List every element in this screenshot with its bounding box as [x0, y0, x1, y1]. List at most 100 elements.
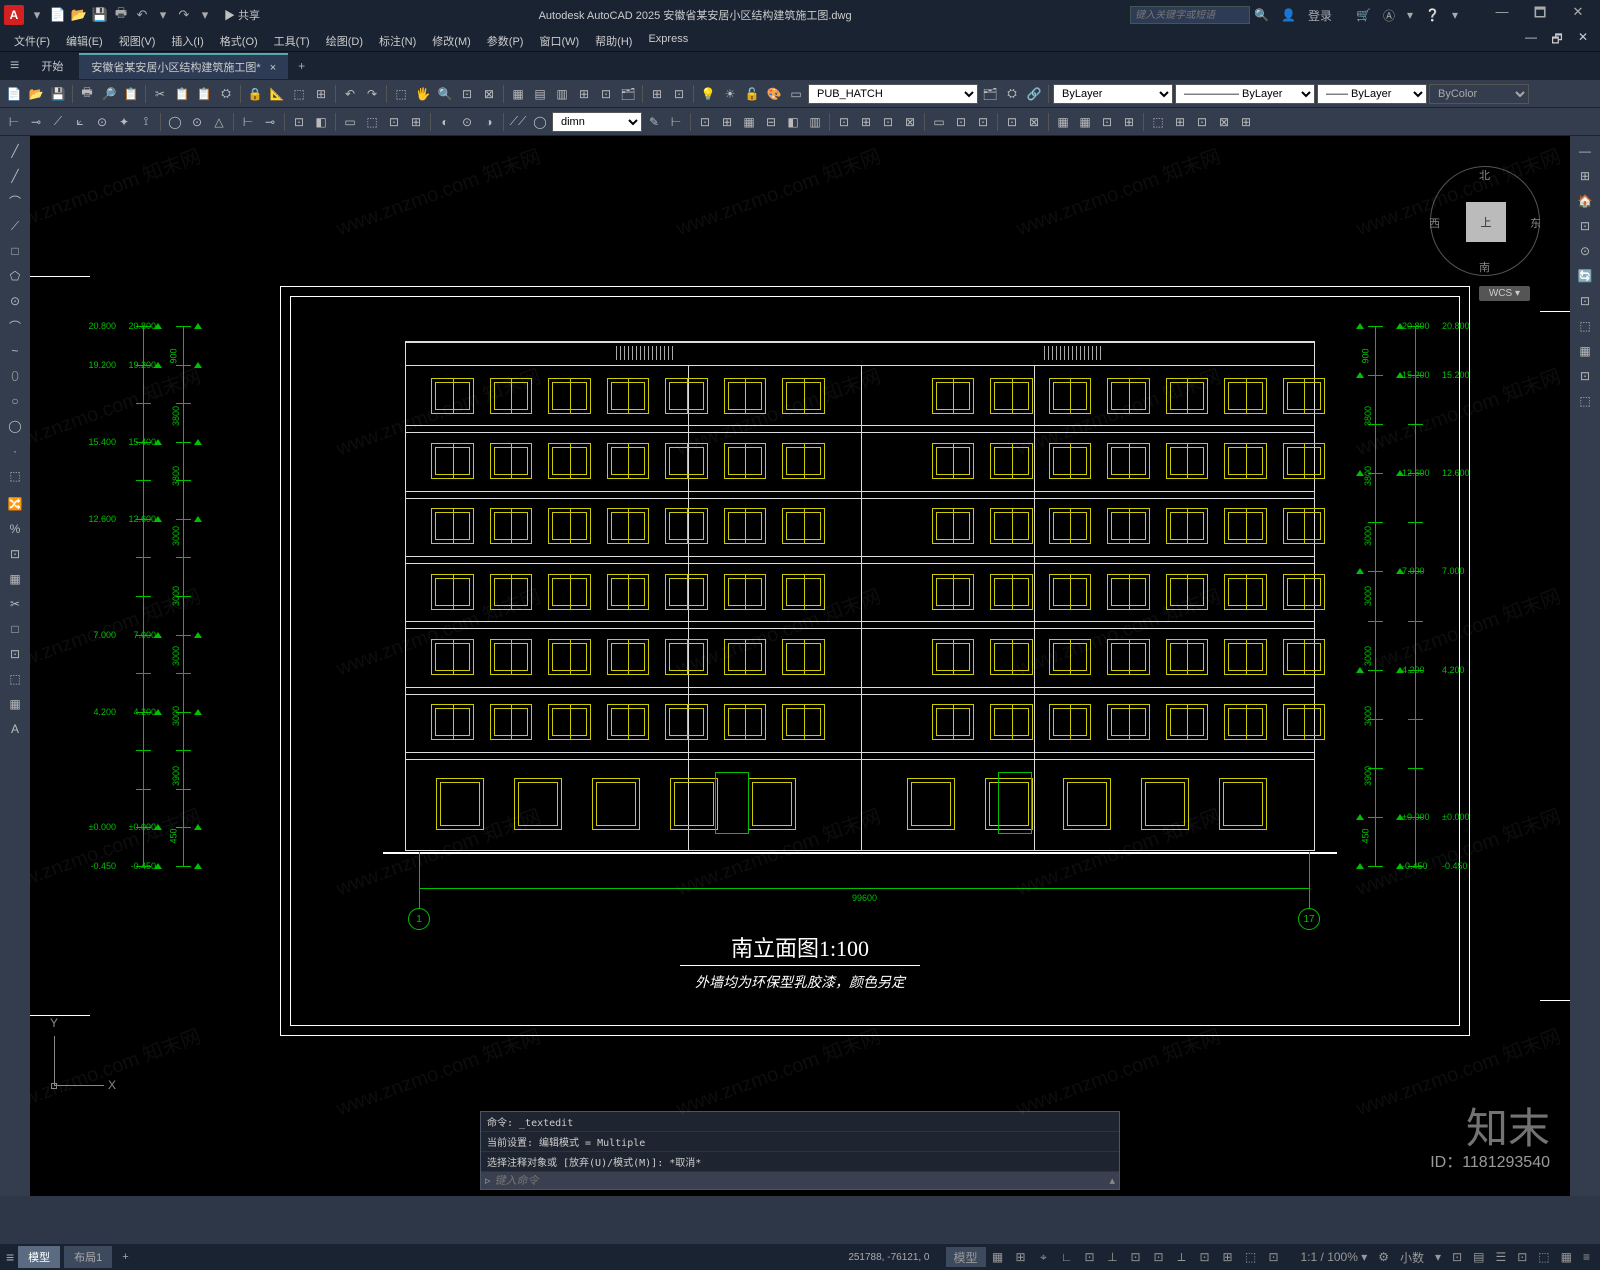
- status-btn-0[interactable]: 模型: [946, 1247, 986, 1267]
- nav-tool-5[interactable]: 🔄: [1574, 265, 1596, 287]
- draw-tool-1[interactable]: ╱: [4, 165, 26, 187]
- tool2b-8[interactable]: ▥: [805, 112, 825, 132]
- drawing-canvas[interactable]: 上 北 南 西 东 WCS ▾ 20.80019.20015.40012.600…: [30, 136, 1570, 1196]
- tool1a-31[interactable]: ⊡: [596, 84, 616, 104]
- tool2b-16[interactable]: ⊡: [951, 112, 971, 132]
- status-btn-11[interactable]: ⊞: [1217, 1247, 1239, 1267]
- tool2b-27[interactable]: ⬚: [1148, 112, 1168, 132]
- qat-btn-7[interactable]: ↷: [175, 6, 193, 24]
- wcs-badge[interactable]: WCS ▾: [1479, 286, 1530, 301]
- draw-tool-12[interactable]: ·: [4, 440, 26, 462]
- lineweight-dropdown[interactable]: —— ByLayer: [1317, 84, 1427, 104]
- nav-tool-4[interactable]: ⊙: [1574, 240, 1596, 262]
- hamburger-icon[interactable]: ≡: [4, 57, 25, 75]
- tool1a-11[interactable]: ⛭: [216, 84, 236, 104]
- tool1a-21[interactable]: ⬚: [391, 84, 411, 104]
- layout1-tab[interactable]: 布局1: [64, 1246, 112, 1268]
- tool2a-8[interactable]: ◯: [165, 112, 185, 132]
- mdi-btn-2[interactable]: ✕: [1572, 30, 1594, 51]
- tool2a-4[interactable]: ⊙: [92, 112, 112, 132]
- tool1b-4[interactable]: ▭: [786, 84, 806, 104]
- tool2b-31[interactable]: ⊞: [1236, 112, 1256, 132]
- tool2b-15[interactable]: ▭: [929, 112, 949, 132]
- tab-document[interactable]: 安徽省某安居小区结构建筑施工图* ×: [79, 53, 288, 79]
- draw-tool-11[interactable]: ◯: [4, 415, 26, 437]
- tool1a-25[interactable]: ⊠: [479, 84, 499, 104]
- status-btn-3[interactable]: ⌖: [1033, 1247, 1055, 1267]
- title-right-6[interactable]: ❔: [1425, 8, 1440, 22]
- tool1b-2[interactable]: 🔓: [742, 84, 762, 104]
- status-right-5[interactable]: ▤: [1469, 1247, 1488, 1267]
- search-input[interactable]: [1130, 6, 1250, 24]
- draw-tool-9[interactable]: ⬯: [4, 365, 26, 387]
- plotstyle-dropdown[interactable]: ByColor: [1429, 84, 1529, 104]
- viewcube-top[interactable]: 上: [1466, 202, 1506, 242]
- login-button[interactable]: 登录: [1308, 7, 1332, 24]
- status-btn-10[interactable]: ⊡: [1194, 1247, 1216, 1267]
- qat-btn-5[interactable]: ↶: [133, 6, 151, 24]
- menu-6[interactable]: 绘图(D): [318, 31, 371, 51]
- tool1c-1[interactable]: ⛭: [1002, 84, 1022, 104]
- viewcube-north[interactable]: 北: [1479, 167, 1490, 183]
- draw-tool-4[interactable]: □: [4, 240, 26, 262]
- tool2b-3[interactable]: ⊡: [695, 112, 715, 132]
- tool1a-9[interactable]: 📋: [172, 84, 192, 104]
- status-right-6[interactable]: ☰: [1491, 1247, 1510, 1267]
- draw-tool-10[interactable]: ○: [4, 390, 26, 412]
- minimize-button[interactable]: —: [1484, 4, 1520, 26]
- tool1a-18[interactable]: ↶: [340, 84, 360, 104]
- color-dropdown[interactable]: ByLayer: [1053, 84, 1173, 104]
- status-right-8[interactable]: ⬚: [1534, 1247, 1553, 1267]
- menu-4[interactable]: 格式(O): [212, 31, 266, 51]
- tool1a-16[interactable]: ⊞: [311, 84, 331, 104]
- maximize-button[interactable]: 🗖: [1522, 4, 1558, 26]
- qat-btn-4[interactable]: 🖶: [112, 6, 130, 24]
- tool2a-3[interactable]: ⟀: [70, 112, 90, 132]
- title-right-5[interactable]: ▾: [1407, 8, 1413, 22]
- tool1a-4[interactable]: 🖶: [77, 84, 97, 104]
- menu-12[interactable]: Express: [640, 31, 696, 51]
- tool1a-22[interactable]: 🖐: [413, 84, 433, 104]
- draw-tool-7[interactable]: ⌒: [4, 315, 26, 337]
- tool1a-35[interactable]: ⊡: [669, 84, 689, 104]
- viewcube-south[interactable]: 南: [1479, 259, 1490, 275]
- tool2b-12[interactable]: ⊡: [878, 112, 898, 132]
- tool1a-1[interactable]: 📂: [26, 84, 46, 104]
- tab-start[interactable]: 开始: [29, 54, 75, 78]
- tool1c-0[interactable]: 🗂: [980, 84, 1000, 104]
- status-right-9[interactable]: ▦: [1557, 1247, 1576, 1267]
- draw-tool-20[interactable]: □: [4, 618, 26, 640]
- tool1a-0[interactable]: 📄: [4, 84, 24, 104]
- draw-tool-21[interactable]: ⊡: [4, 643, 26, 665]
- status-right-7[interactable]: ⊡: [1513, 1247, 1531, 1267]
- nav-tool-6[interactable]: ⊡: [1574, 290, 1596, 312]
- draw-tool-3[interactable]: ⟋: [4, 215, 26, 237]
- add-layout-button[interactable]: +: [116, 1251, 134, 1263]
- viewcube-east[interactable]: 东: [1530, 215, 1541, 231]
- menu-9[interactable]: 参数(P): [479, 31, 532, 51]
- nav-tool-8[interactable]: ▦: [1574, 340, 1596, 362]
- status-btn-4[interactable]: ∟: [1056, 1247, 1078, 1267]
- tool1a-32[interactable]: 🗂: [618, 84, 638, 104]
- tool2b-25[interactable]: ⊞: [1119, 112, 1139, 132]
- tool2a-5[interactable]: ✦: [114, 112, 134, 132]
- tool2b-29[interactable]: ⊡: [1192, 112, 1212, 132]
- status-right-10[interactable]: ≡: [1579, 1247, 1594, 1267]
- tool1a-15[interactable]: ⬚: [289, 84, 309, 104]
- tool2b-1[interactable]: ⊢: [666, 112, 686, 132]
- menu-8[interactable]: 修改(M): [424, 31, 479, 51]
- title-right-4[interactable]: Ⓐ: [1383, 7, 1395, 24]
- tool2a-25[interactable]: ◑: [479, 112, 499, 132]
- nav-tool-10[interactable]: ⬚: [1574, 390, 1596, 412]
- tool1b-1[interactable]: ☀: [720, 84, 740, 104]
- cmd-up-icon[interactable]: ▴: [1109, 1174, 1115, 1187]
- tool2a-16[interactable]: ◧: [311, 112, 331, 132]
- qat-btn-6[interactable]: ▾: [154, 6, 172, 24]
- tool2b-20[interactable]: ⊠: [1024, 112, 1044, 132]
- tool2a-24[interactable]: ⊙: [457, 112, 477, 132]
- tool2b-22[interactable]: ▦: [1053, 112, 1073, 132]
- status-right-1[interactable]: ⚙: [1374, 1247, 1393, 1267]
- tool2b-5[interactable]: ▦: [739, 112, 759, 132]
- tool2a-28[interactable]: ◯: [530, 112, 550, 132]
- status-btn-12[interactable]: ⬚: [1240, 1247, 1262, 1267]
